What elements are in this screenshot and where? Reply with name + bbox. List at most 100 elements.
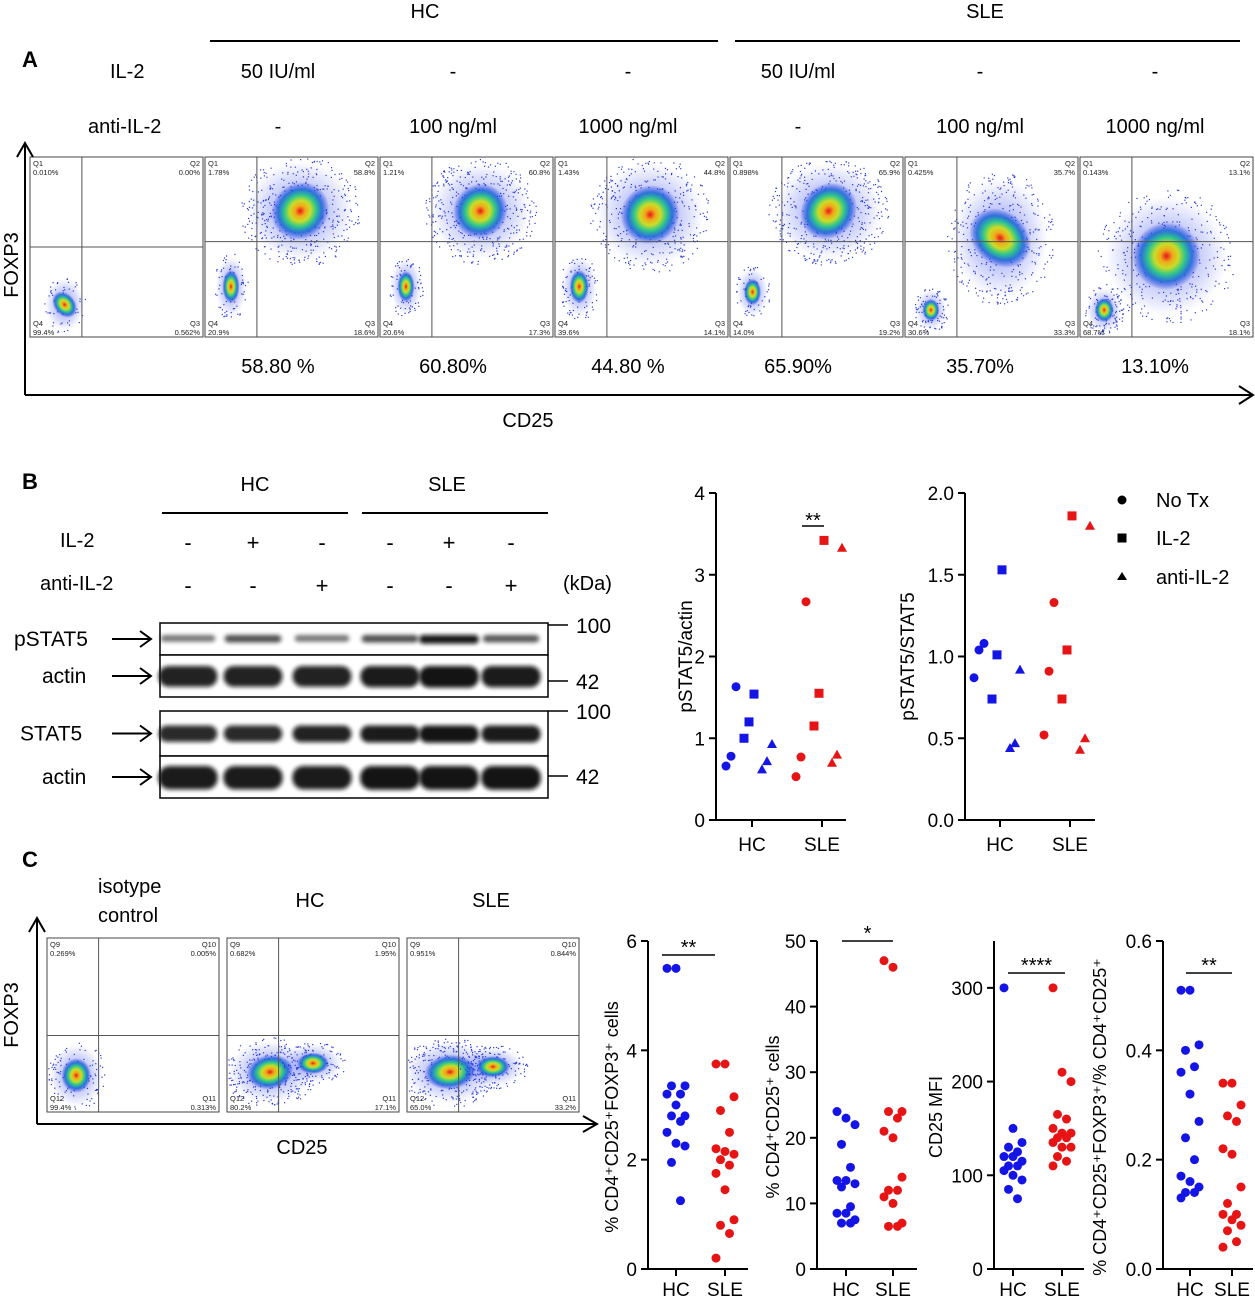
event-dot — [533, 202, 535, 204]
event-dot — [1015, 299, 1017, 301]
panel-c: C isotype control HC SLE Q90.269%Q100.00… — [1, 847, 600, 1159]
event-dot — [1100, 333, 1102, 335]
event-dot — [642, 265, 644, 267]
event-dot — [592, 198, 594, 200]
event-dot — [996, 301, 998, 303]
event-dot — [885, 208, 887, 210]
point-triangle — [1080, 733, 1090, 743]
event-dot — [524, 1064, 527, 1066]
quadrant-name: Q10 — [382, 940, 396, 949]
event-dot — [707, 202, 709, 204]
point-circle — [897, 1172, 907, 1182]
event-dot — [85, 1104, 87, 1106]
event-dot — [437, 1040, 439, 1042]
event-dot — [648, 160, 650, 163]
event-dot — [324, 255, 326, 258]
event-dot — [529, 235, 531, 237]
point-circle — [796, 752, 806, 762]
event-dot — [472, 1101, 474, 1103]
event-dot — [787, 177, 789, 179]
event-dot — [769, 204, 771, 206]
point-circle — [888, 1133, 898, 1143]
event-dot — [513, 251, 515, 253]
event-density — [222, 269, 240, 304]
event-dot — [775, 227, 777, 229]
point-circle — [1232, 1116, 1241, 1126]
event-dot — [481, 1086, 483, 1088]
point-square — [987, 694, 997, 704]
event-dot — [809, 162, 811, 164]
panel-c-x-arrowhead — [582, 1115, 600, 1133]
event-dot — [290, 262, 292, 264]
event-dot — [738, 278, 740, 280]
event-dot — [629, 267, 631, 270]
kda-marker: 100 — [576, 701, 611, 724]
event-dot — [280, 1040, 282, 1042]
event-dot — [251, 234, 253, 237]
event-dot — [523, 1071, 525, 1073]
event-dot — [968, 186, 970, 188]
event-dot — [332, 1046, 334, 1049]
event-dot — [421, 287, 423, 289]
quadrant-value: 19.2% — [879, 328, 901, 337]
event-dot — [313, 161, 315, 163]
event-dot — [1100, 255, 1102, 258]
event-dot — [484, 162, 486, 164]
event-dot — [618, 260, 620, 262]
event-dot — [855, 252, 857, 254]
event-dot — [1123, 308, 1125, 310]
event-dot — [500, 1045, 502, 1048]
event-dot — [493, 1047, 495, 1049]
point-circle — [729, 1149, 739, 1159]
event-dot — [239, 1045, 242, 1047]
event-dot — [420, 1099, 422, 1101]
event-dot — [1122, 313, 1124, 315]
event-dot — [433, 234, 436, 237]
event-dot — [282, 258, 284, 260]
event-dot — [534, 222, 536, 224]
event-dot — [604, 244, 607, 246]
event-dot — [523, 1068, 526, 1070]
panel-a-y-label: FOXP3 — [1, 232, 23, 298]
event-dot — [808, 162, 811, 164]
event-dot — [425, 1098, 427, 1100]
event-dot — [1044, 263, 1046, 265]
quadrant-name: Q2 — [190, 159, 200, 168]
point-circle — [1194, 1040, 1204, 1050]
panel-c-title-isotype: isotype — [98, 876, 161, 898]
event-dot — [593, 269, 595, 271]
event-dot — [428, 214, 430, 216]
event-dot — [817, 259, 819, 261]
event-dot — [997, 303, 999, 305]
point-triangle — [1085, 520, 1095, 530]
event-density — [475, 1055, 511, 1078]
panel-c-y-arrowhead — [28, 915, 46, 933]
point-circle — [832, 1208, 842, 1218]
event-dot — [243, 1096, 245, 1098]
y-axis-label: CD25 MFI — [926, 1076, 946, 1158]
event-dot — [331, 1046, 333, 1048]
event-dot — [680, 168, 682, 170]
event-dot — [510, 173, 512, 175]
event-dot — [835, 262, 837, 264]
event-dot — [416, 1049, 418, 1051]
event-dot — [453, 168, 455, 170]
event-dot — [341, 177, 343, 179]
il2-condition-3: 50 IU/ml — [761, 61, 835, 83]
event-dot — [490, 1086, 492, 1088]
quadrant-value: 20.6% — [383, 328, 405, 337]
event-dot — [621, 166, 623, 168]
event-dot — [1106, 284, 1108, 286]
point-circle — [1017, 1137, 1027, 1147]
event-dot — [431, 1100, 433, 1102]
event-dot — [1050, 257, 1052, 259]
event-dot — [335, 256, 337, 258]
event-dot — [744, 313, 746, 315]
event-dot — [342, 1060, 344, 1062]
event-dot — [1167, 190, 1169, 192]
point-square — [1067, 511, 1077, 521]
event-dot — [815, 263, 817, 265]
event-dot — [311, 161, 313, 164]
il2-condition-2: - — [625, 61, 632, 83]
